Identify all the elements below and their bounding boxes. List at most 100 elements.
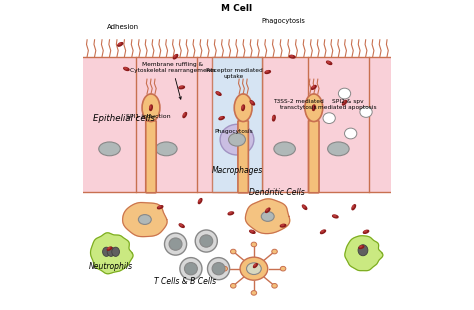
FancyBboxPatch shape: [238, 121, 248, 193]
Ellipse shape: [265, 208, 270, 212]
Ellipse shape: [272, 249, 277, 254]
Ellipse shape: [142, 94, 160, 122]
Polygon shape: [91, 233, 133, 274]
Ellipse shape: [281, 224, 284, 226]
Ellipse shape: [199, 199, 201, 202]
Ellipse shape: [220, 117, 222, 118]
Ellipse shape: [169, 238, 182, 250]
Ellipse shape: [305, 94, 323, 122]
Ellipse shape: [280, 266, 286, 271]
Ellipse shape: [242, 105, 245, 110]
Ellipse shape: [311, 86, 316, 89]
Text: Phagocytosis: Phagocytosis: [261, 18, 305, 24]
Ellipse shape: [180, 224, 182, 226]
Text: Adhesion: Adhesion: [107, 24, 139, 30]
FancyBboxPatch shape: [309, 121, 319, 193]
Ellipse shape: [360, 107, 372, 117]
Ellipse shape: [266, 71, 268, 72]
Ellipse shape: [217, 92, 219, 94]
Ellipse shape: [272, 284, 277, 288]
Ellipse shape: [333, 215, 338, 218]
Ellipse shape: [158, 206, 161, 207]
Ellipse shape: [312, 105, 315, 110]
Ellipse shape: [364, 230, 369, 233]
Text: Epithelial cells: Epithelial cells: [92, 114, 155, 123]
Ellipse shape: [338, 88, 351, 99]
Ellipse shape: [183, 113, 185, 116]
Ellipse shape: [102, 247, 110, 256]
Ellipse shape: [250, 101, 255, 105]
Polygon shape: [345, 236, 383, 271]
Ellipse shape: [157, 206, 163, 209]
Text: T3SS-2 mediated
transctytosis: T3SS-2 mediated transctytosis: [273, 99, 324, 110]
Ellipse shape: [150, 106, 151, 108]
Ellipse shape: [251, 101, 253, 103]
Ellipse shape: [99, 142, 120, 156]
Ellipse shape: [321, 230, 324, 232]
Text: Receptor mediated
uptake: Receptor mediated uptake: [206, 69, 262, 79]
Ellipse shape: [250, 230, 255, 233]
Text: T Cells & B Cells: T Cells & B Cells: [154, 277, 216, 286]
Ellipse shape: [230, 284, 236, 288]
Ellipse shape: [183, 113, 187, 117]
Ellipse shape: [274, 142, 295, 156]
Ellipse shape: [328, 142, 349, 156]
Ellipse shape: [265, 71, 270, 73]
Text: Dendritic Cells: Dendritic Cells: [249, 188, 305, 197]
Text: Phagocytosis: Phagocytosis: [215, 130, 253, 135]
Ellipse shape: [343, 101, 345, 103]
Ellipse shape: [195, 230, 218, 252]
Ellipse shape: [229, 212, 232, 213]
Ellipse shape: [333, 215, 336, 216]
Ellipse shape: [179, 86, 184, 89]
Ellipse shape: [290, 55, 293, 57]
Ellipse shape: [208, 258, 229, 280]
Ellipse shape: [164, 233, 187, 255]
Ellipse shape: [228, 212, 234, 215]
Ellipse shape: [246, 263, 261, 275]
Polygon shape: [246, 199, 290, 234]
Ellipse shape: [251, 242, 256, 247]
Ellipse shape: [234, 94, 252, 122]
Ellipse shape: [303, 206, 305, 208]
Ellipse shape: [327, 61, 332, 64]
Ellipse shape: [240, 257, 268, 280]
Ellipse shape: [266, 209, 268, 211]
Ellipse shape: [261, 211, 274, 221]
Ellipse shape: [273, 115, 275, 121]
Ellipse shape: [228, 133, 246, 146]
Text: Neutrophils: Neutrophils: [89, 262, 133, 271]
Text: SPI1 induction: SPI1 induction: [126, 114, 170, 119]
Ellipse shape: [173, 55, 178, 59]
Ellipse shape: [107, 247, 115, 256]
Text: M Cell: M Cell: [221, 4, 253, 13]
Text: Membrane ruffling &
Cytoskeletal rearrangements: Membrane ruffling & Cytoskeletal rearran…: [129, 62, 215, 99]
Ellipse shape: [290, 55, 295, 58]
Ellipse shape: [364, 231, 367, 232]
Ellipse shape: [327, 61, 330, 63]
Ellipse shape: [352, 206, 354, 208]
Ellipse shape: [302, 205, 307, 209]
Ellipse shape: [219, 117, 224, 120]
Ellipse shape: [138, 215, 151, 224]
Ellipse shape: [179, 224, 184, 228]
Ellipse shape: [273, 116, 274, 119]
Polygon shape: [123, 202, 167, 237]
Ellipse shape: [230, 249, 236, 254]
Ellipse shape: [312, 106, 314, 108]
Ellipse shape: [352, 205, 356, 210]
Ellipse shape: [220, 124, 254, 155]
Ellipse shape: [222, 266, 228, 271]
Ellipse shape: [242, 106, 243, 108]
Ellipse shape: [254, 264, 256, 266]
Ellipse shape: [216, 92, 221, 95]
Ellipse shape: [124, 68, 129, 70]
Ellipse shape: [150, 105, 152, 110]
Ellipse shape: [343, 100, 346, 105]
FancyBboxPatch shape: [212, 57, 262, 192]
Ellipse shape: [359, 246, 364, 249]
Ellipse shape: [118, 43, 121, 45]
Ellipse shape: [200, 235, 213, 247]
Text: Macrophages: Macrophages: [211, 166, 263, 175]
Ellipse shape: [360, 246, 362, 247]
